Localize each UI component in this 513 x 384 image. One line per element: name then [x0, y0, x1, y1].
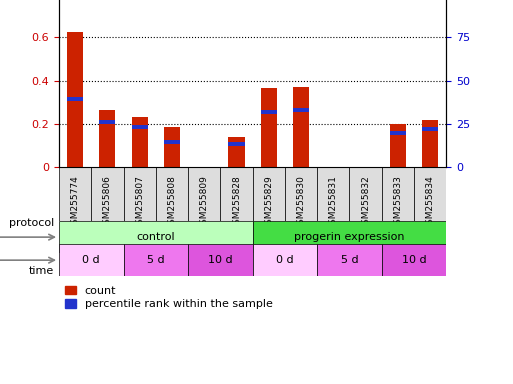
Text: time: time [29, 266, 54, 276]
Bar [252, 244, 317, 276]
Bar [156, 167, 188, 221]
Bar [422, 127, 438, 131]
Bar [132, 117, 148, 167]
Bar [317, 167, 349, 221]
Bar [91, 167, 124, 221]
Text: GSM255832: GSM255832 [361, 175, 370, 230]
Text: GSM255831: GSM255831 [329, 175, 338, 230]
Bar [59, 221, 252, 253]
Text: 10 d: 10 d [208, 255, 233, 265]
Bar [124, 167, 156, 221]
Bar [285, 167, 317, 221]
Text: GSM255806: GSM255806 [103, 175, 112, 230]
Bar [59, 244, 124, 276]
Text: GSM255808: GSM255808 [167, 175, 176, 230]
Bar [132, 125, 148, 129]
Bar [228, 137, 245, 167]
Bar [228, 142, 245, 146]
Bar [67, 32, 83, 167]
Bar [164, 127, 180, 167]
Text: GSM255829: GSM255829 [264, 175, 273, 230]
Bar [67, 97, 83, 101]
Bar [293, 87, 309, 167]
Text: GSM255774: GSM255774 [71, 175, 80, 230]
Bar [252, 221, 446, 253]
Text: GSM255830: GSM255830 [297, 175, 306, 230]
Bar [390, 124, 406, 167]
Text: progerin expression: progerin expression [294, 232, 405, 242]
Bar [124, 244, 188, 276]
Text: GSM255809: GSM255809 [200, 175, 209, 230]
Bar [293, 108, 309, 112]
Legend: count, percentile rank within the sample: count, percentile rank within the sample [65, 286, 272, 310]
Bar [390, 131, 406, 135]
Text: GSM255833: GSM255833 [393, 175, 402, 230]
Bar [261, 88, 277, 167]
Text: control: control [136, 232, 175, 242]
Bar [349, 167, 382, 221]
Text: protocol: protocol [9, 218, 54, 228]
Text: 5 d: 5 d [147, 255, 165, 265]
Bar [382, 167, 414, 221]
Bar [382, 244, 446, 276]
Text: GSM255834: GSM255834 [426, 175, 435, 230]
Bar [188, 167, 221, 221]
Bar [414, 167, 446, 221]
Text: 0 d: 0 d [276, 255, 294, 265]
Bar [100, 120, 115, 124]
Bar [164, 140, 180, 144]
Text: GSM255807: GSM255807 [135, 175, 144, 230]
Bar [188, 244, 252, 276]
Text: 0 d: 0 d [83, 255, 100, 265]
Bar [261, 110, 277, 114]
Bar [59, 167, 91, 221]
Bar [317, 244, 382, 276]
Text: GSM255828: GSM255828 [232, 175, 241, 230]
Bar [252, 167, 285, 221]
Text: 5 d: 5 d [341, 255, 358, 265]
Bar [221, 167, 252, 221]
Bar [422, 120, 438, 167]
Text: 10 d: 10 d [402, 255, 426, 265]
Bar [100, 110, 115, 167]
